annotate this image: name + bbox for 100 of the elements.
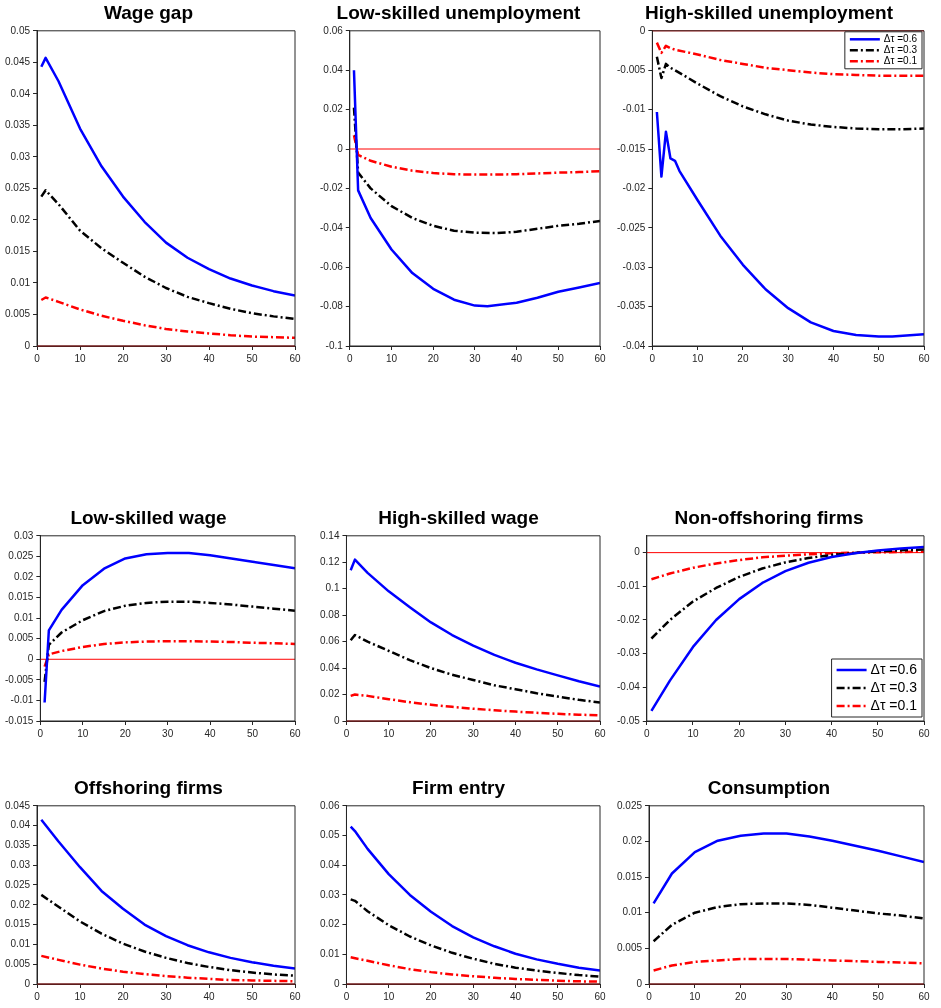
x-tick-label: 20 <box>117 990 130 1002</box>
x-tick-label: 20 <box>733 727 746 739</box>
y-tick-label: 0.01 <box>319 948 340 960</box>
x-tick-label: 30 <box>160 990 173 1002</box>
x-tick-label: 50 <box>246 352 258 364</box>
x-tick-label: 40 <box>203 990 216 1002</box>
y-tick-label: 0.02 <box>323 103 344 115</box>
line-series <box>650 548 924 640</box>
x-tick-label: 60 <box>594 352 606 364</box>
y-tick-label: 0 <box>24 339 31 351</box>
x-tick-label: 40 <box>204 727 217 739</box>
y-tick-label: 0.04 <box>323 63 344 75</box>
x-tick-label: 20 <box>425 990 437 1002</box>
x-tick-label: 10 <box>77 727 89 739</box>
legend-label: Δτ =0.6 <box>870 660 918 677</box>
x-tick-label: 40 <box>826 990 839 1002</box>
y-tick-label: 0 <box>636 977 643 989</box>
x-tick-label: 20 <box>117 352 130 364</box>
chart-title: Firm entry <box>412 776 506 798</box>
y-tick-label: -0.03 <box>617 647 641 659</box>
y-tick-label: 0.01 <box>10 276 31 288</box>
legend-label: Δτ =0.3 <box>870 678 918 695</box>
y-tick-label: 0.005 <box>4 308 31 320</box>
x-tick-label: 60 <box>289 352 301 364</box>
x-tick-label: 50 <box>872 727 884 739</box>
y-tick-label: -0.02 <box>622 182 646 194</box>
chart-title: Low-skilled wage <box>70 506 227 528</box>
y-tick-label: 0.06 <box>319 635 340 647</box>
x-tick-label: 20 <box>737 352 749 364</box>
x-tick-label: 10 <box>74 990 87 1002</box>
line-series <box>43 639 295 668</box>
y-tick-label: 0.02 <box>13 570 34 582</box>
y-tick-label: 0.02 <box>10 898 31 910</box>
x-tick-label: 30 <box>780 990 793 1002</box>
y-tick-label: -0.04 <box>617 681 641 693</box>
y-tick-label: -0.005 <box>617 63 646 75</box>
y-tick-label: 0.05 <box>319 829 340 841</box>
x-tick-label: 20 <box>735 990 747 1002</box>
x-tick-label: 10 <box>689 990 701 1002</box>
line-series <box>652 957 924 972</box>
x-tick-label: 60 <box>594 990 606 1002</box>
y-tick-label: -0.03 <box>622 260 646 272</box>
y-tick-label: 0.005 <box>8 632 34 644</box>
x-tick-label: 20 <box>119 727 132 739</box>
x-tick-label: 10 <box>383 990 395 1002</box>
y-tick-label: 0.005 <box>4 957 31 969</box>
y-tick-label: 0.025 <box>4 878 31 890</box>
y-tick-label: 0.045 <box>4 56 31 68</box>
line-series <box>652 902 924 943</box>
y-tick-label: 0.06 <box>323 24 344 36</box>
x-tick-label: 30 <box>469 352 481 364</box>
y-tick-label: 0.015 <box>616 870 643 882</box>
y-tick-label: -0.01 <box>622 103 646 115</box>
y-tick-label: 0.12 <box>319 556 340 568</box>
y-tick-label: 0 <box>27 653 34 665</box>
y-tick-label: -0.005 <box>5 673 34 685</box>
y-tick-label: 0 <box>24 977 31 989</box>
y-tick-label: -0.04 <box>622 339 646 351</box>
x-tick-label: 30 <box>162 727 174 739</box>
y-tick-label: -0.01 <box>10 694 34 706</box>
y-tick-label: 0.1 <box>325 582 340 594</box>
line-series <box>40 893 295 977</box>
y-tick-label: -0.025 <box>617 221 646 233</box>
line-series <box>349 693 600 717</box>
x-tick-label: 0 <box>649 352 656 364</box>
y-tick-label: -0.04 <box>320 221 344 233</box>
line-series <box>655 41 924 77</box>
x-tick-label: 40 <box>511 352 523 364</box>
legend-label: Δτ =0.1 <box>883 55 918 67</box>
x-tick-label: 50 <box>552 352 565 364</box>
y-tick-label: 0 <box>639 24 646 36</box>
y-tick-label: 0.03 <box>10 150 31 162</box>
y-tick-label: 0.05 <box>10 24 31 36</box>
y-tick-label: 0.02 <box>622 835 643 847</box>
y-tick-label: -0.01 <box>617 580 641 592</box>
y-tick-label: 0 <box>337 142 344 154</box>
line-series <box>43 600 295 684</box>
line-series <box>655 55 924 131</box>
y-tick-label: -0.1 <box>325 339 344 351</box>
y-tick-label: 0.02 <box>319 688 340 700</box>
x-tick-label: 50 <box>872 990 885 1002</box>
y-tick-label: 0.015 <box>4 918 31 930</box>
y-tick-label: 0 <box>333 714 340 726</box>
chart-title: Non-offshoring firms <box>674 506 864 528</box>
x-tick-label: 60 <box>289 990 301 1002</box>
y-tick-label: -0.015 <box>617 142 646 154</box>
x-tick-label: 60 <box>918 352 930 364</box>
y-tick-label: -0.02 <box>617 613 641 625</box>
x-tick-label: 0 <box>37 727 44 739</box>
line-series <box>352 133 600 176</box>
y-tick-label: 0.06 <box>319 799 340 811</box>
y-tick-label: 0.035 <box>4 839 31 851</box>
x-tick-label: 50 <box>873 352 885 364</box>
x-tick-label: 30 <box>782 352 795 364</box>
x-tick-label: 10 <box>692 352 704 364</box>
legend-label: Δτ =0.1 <box>870 696 918 713</box>
y-tick-label: 0.01 <box>13 611 34 623</box>
x-tick-label: 50 <box>247 727 259 739</box>
y-tick-label: -0.05 <box>617 714 641 726</box>
y-tick-label: 0.015 <box>4 245 31 257</box>
